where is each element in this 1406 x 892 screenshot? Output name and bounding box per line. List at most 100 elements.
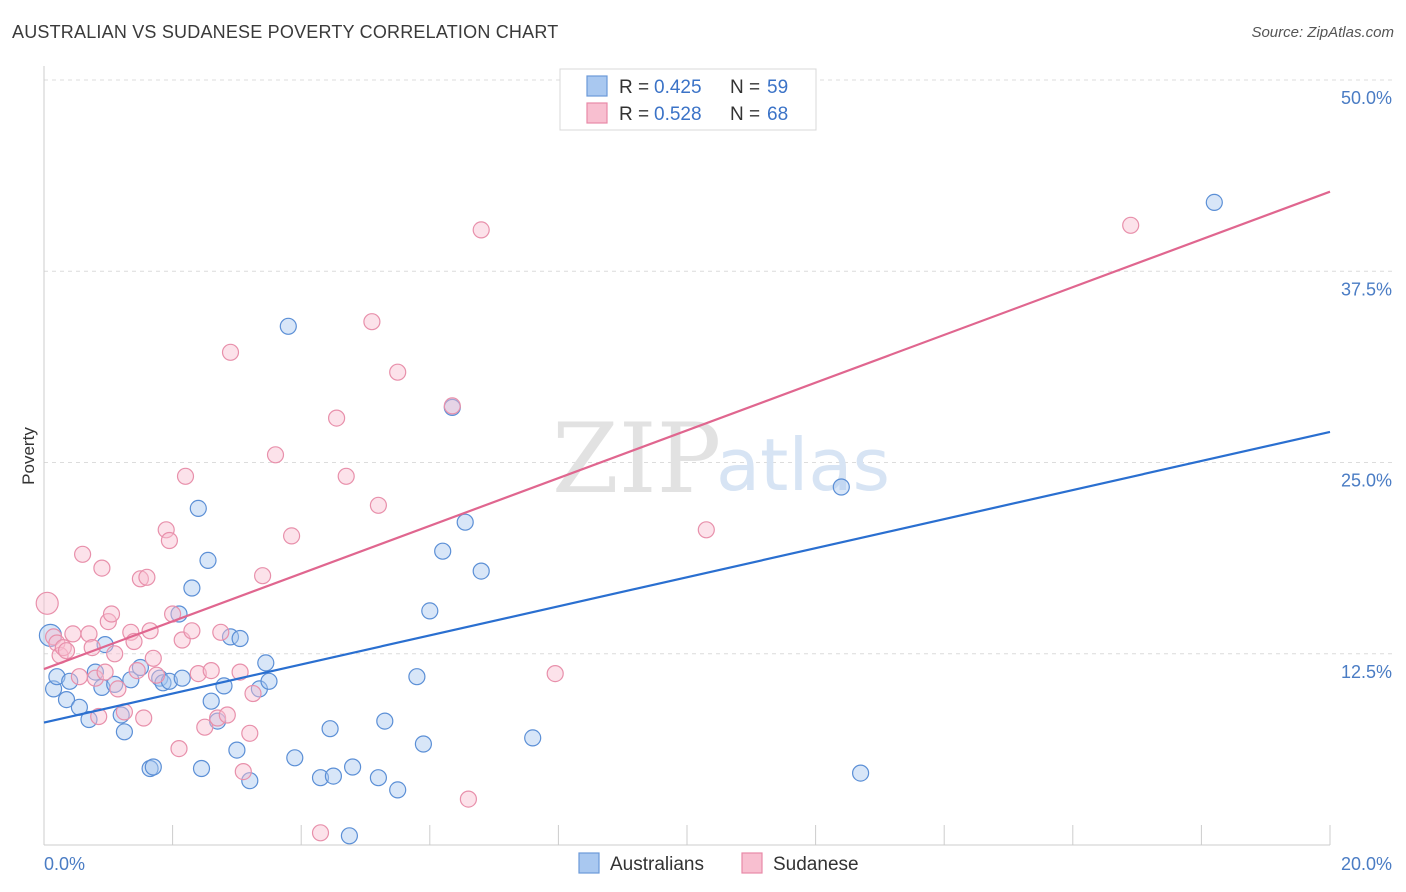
legend-n-label: N = — [730, 104, 760, 125]
data-point-australians — [340, 827, 358, 845]
data-point-australians — [144, 758, 162, 776]
data-point-australians — [115, 723, 134, 741]
data-point-sudanese — [70, 668, 89, 686]
data-point-australians — [1205, 193, 1223, 211]
data-point-sudanese — [54, 638, 72, 657]
data-point-australians — [61, 672, 79, 690]
axes — [43, 66, 1331, 846]
data-point-sudanese — [254, 567, 272, 585]
data-point-australians — [344, 758, 362, 776]
y-tick-label: 50.0% — [1341, 88, 1392, 108]
data-point-sudanese — [202, 661, 220, 680]
series-legend-label-sudanese: Sudanese — [773, 854, 859, 875]
data-point-sudanese — [86, 669, 105, 687]
data-point-sudanese — [697, 521, 715, 539]
data-point-sudanese — [328, 409, 346, 427]
data-point-sudanese — [231, 663, 249, 681]
x-tick-label: 0.0% — [44, 854, 85, 874]
data-point-australians — [228, 741, 246, 759]
legend-r-value: 0.425 — [654, 77, 702, 98]
data-point-sudanese — [35, 591, 59, 615]
data-point-australians — [260, 672, 278, 690]
data-point-sudanese — [128, 661, 146, 680]
series-legend-label-australians: Australians — [610, 854, 704, 875]
data-point-australians — [408, 668, 426, 686]
data-point-sudanese — [443, 397, 461, 415]
data-point-australians — [376, 712, 394, 730]
data-point-australians — [173, 669, 191, 687]
data-point-australians — [324, 767, 342, 785]
trend-lines — [43, 190, 1331, 724]
data-point-australians — [414, 735, 432, 753]
watermark-zip: ZIP — [552, 403, 721, 515]
data-point-sudanese — [218, 706, 236, 724]
series-legend-swatch-australians — [578, 852, 600, 874]
data-point-sudanese — [57, 642, 76, 660]
data-point-sudanese — [170, 739, 188, 758]
data-point-australians — [131, 658, 149, 677]
data-point-sudanese — [266, 446, 285, 464]
data-point-australians — [321, 720, 339, 738]
data-point-sudanese — [64, 625, 82, 643]
legend-n-value: 68 — [767, 104, 788, 125]
data-point-sudanese — [221, 343, 240, 361]
data-point-sudanese — [337, 467, 355, 485]
data-point-sudanese — [196, 718, 214, 736]
x-tick-label: 20.0% — [1341, 854, 1392, 874]
data-point-australians — [369, 769, 387, 787]
legend-r-label: R = — [619, 104, 649, 125]
data-point-sudanese — [241, 724, 259, 742]
data-point-sudanese — [93, 559, 111, 577]
legend-n-label: N = — [730, 77, 760, 98]
y-tick-label: 25.0% — [1341, 471, 1392, 491]
data-point-australians — [257, 654, 275, 672]
data-point-sudanese — [109, 680, 127, 698]
data-point-sudanese — [147, 666, 166, 684]
data-point-sudanese — [96, 663, 114, 681]
data-point-australians — [456, 513, 474, 531]
data-point-sudanese — [389, 363, 407, 381]
series-legend: Australians Sudanese — [578, 852, 859, 875]
data-point-australians — [832, 478, 850, 496]
data-point-australians — [434, 542, 452, 560]
correlation-legend: R = 0.425 N = 59 R = 0.528 N = 68 — [559, 68, 817, 131]
data-point-australians — [57, 690, 76, 709]
data-point-sudanese — [189, 664, 207, 683]
data-point-sudanese — [234, 762, 252, 781]
data-point-sudanese — [209, 709, 227, 727]
data-point-australians — [86, 663, 105, 681]
data-point-sudanese — [472, 221, 490, 239]
y-tick-label: 37.5% — [1341, 279, 1392, 299]
data-point-australians — [231, 629, 249, 648]
data-point-sudanese — [138, 568, 156, 586]
data-point-australians — [192, 759, 211, 778]
data-point-sudanese — [160, 531, 178, 550]
data-point-australians — [199, 551, 217, 570]
data-point-australians — [202, 692, 220, 710]
data-point-sudanese — [283, 527, 301, 545]
data-point-sudanese — [131, 570, 149, 588]
data-point-australians — [389, 781, 407, 799]
data-point-sudanese — [102, 605, 121, 623]
data-point-sudanese — [176, 467, 195, 485]
data-point-sudanese — [183, 622, 201, 640]
legend-r-value: 0.528 — [654, 104, 702, 125]
trend-line-sudanese — [43, 190, 1331, 671]
data-point-sudanese — [144, 649, 162, 667]
trend-line-australians — [43, 430, 1331, 724]
series-legend-swatch-sudanese — [741, 852, 763, 874]
data-point-australians — [241, 772, 259, 790]
data-point-australians — [524, 729, 542, 747]
data-point-sudanese — [106, 645, 124, 663]
data-point-australians — [311, 769, 330, 787]
data-point-australians — [189, 499, 207, 517]
data-point-australians — [183, 579, 201, 597]
gridlines — [44, 79, 1392, 655]
data-point-sudanese — [212, 623, 230, 641]
data-point-sudanese — [1122, 216, 1140, 234]
data-point-australians — [122, 671, 140, 689]
data-point-sudanese — [369, 496, 387, 514]
watermark: ZIP atlas — [552, 403, 890, 515]
data-point-sudanese — [459, 790, 477, 808]
